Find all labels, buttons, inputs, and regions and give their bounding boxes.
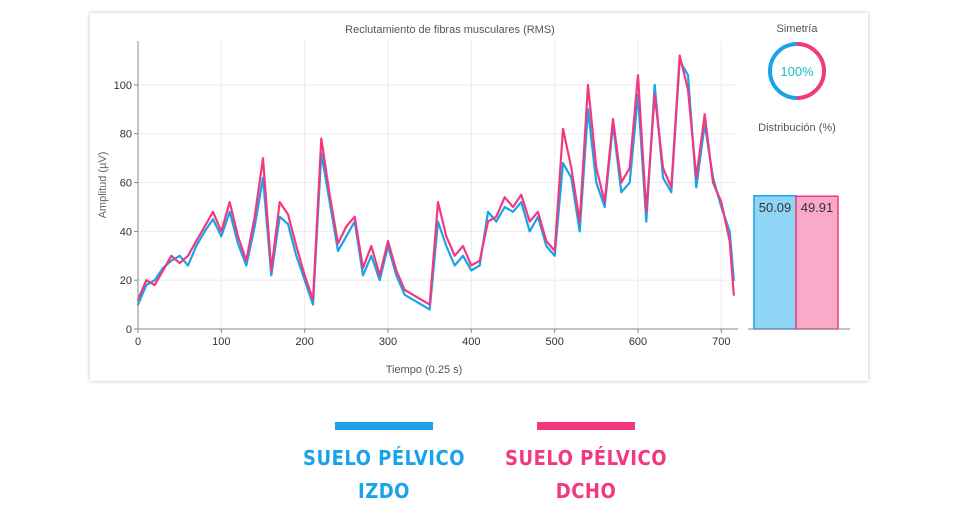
series-line-izdo [136,59,735,311]
legend-left-line1: SUELO PÉLVICO [303,446,465,470]
y-tick-label: 60 [120,178,132,190]
series-line-dcho [136,54,735,306]
symmetry-gauge [768,42,826,100]
tick-labels: 0 100 200 300 400 500 600 700 0 20 40 60 80 100 [114,80,731,348]
legend-swatch-left [335,422,433,430]
legend-label-left: SUELO PÉLVICO IZDO [284,442,484,508]
y-tick-label: 100 [114,80,132,92]
distribution-bar-dcho [795,195,839,330]
distribution-bar-label: 49.91 [801,200,834,215]
distribution-title: Distribución (%) [758,122,836,134]
y-tick-label: 20 [120,275,132,287]
x-tick-label: 400 [462,336,480,348]
distribution-bar-label: 50.09 [759,200,792,215]
series-layer [136,54,735,311]
gauge-arc-left [768,42,798,100]
x-tick-label: 0 [135,336,141,348]
x-tick-label: 100 [212,336,230,348]
y-tick-label: 0 [126,324,132,336]
y-axis-label: Amplitud (µV) [97,152,109,219]
chart-svg: 0 100 200 300 400 500 600 700 0 20 40 60 80 100 Reclu… [97,23,850,376]
x-tick-label: 600 [629,336,647,348]
x-axis-label: Tiempo (0.25 s) [386,364,463,376]
legend-item-left: SUELO PÉLVICO IZDO [284,422,484,508]
x-tick-label: 700 [712,336,730,348]
y-tick-label: 80 [120,129,132,141]
chart-card: 0 100 200 300 400 500 600 700 0 20 40 60 80 100 Reclu… [90,13,868,381]
legend-right-line2: DCHO [555,479,617,503]
legend-right-line1: SUELO PÉLVICO [505,446,667,470]
chart-title: Reclutamiento de fibras musculares (RMS) [345,24,555,36]
y-tick-label: 40 [120,226,132,238]
legend-item-right: SUELO PÉLVICO DCHO [486,422,686,508]
gauge-arc-right [796,42,826,100]
symmetry-value: 100% [780,64,814,79]
distribution-bar-izdo [753,195,797,330]
legend-swatch-right [537,422,635,430]
x-tick-label: 300 [379,336,397,348]
x-tick-label: 500 [545,336,563,348]
x-tick-label: 200 [295,336,313,348]
distribution-bars: 50.09 49.91 [753,195,839,330]
symmetry-title: Simetría [777,23,819,35]
legend-label-right: SUELO PÉLVICO DCHO [486,442,686,508]
legend-left-line2: IZDO [358,479,410,503]
